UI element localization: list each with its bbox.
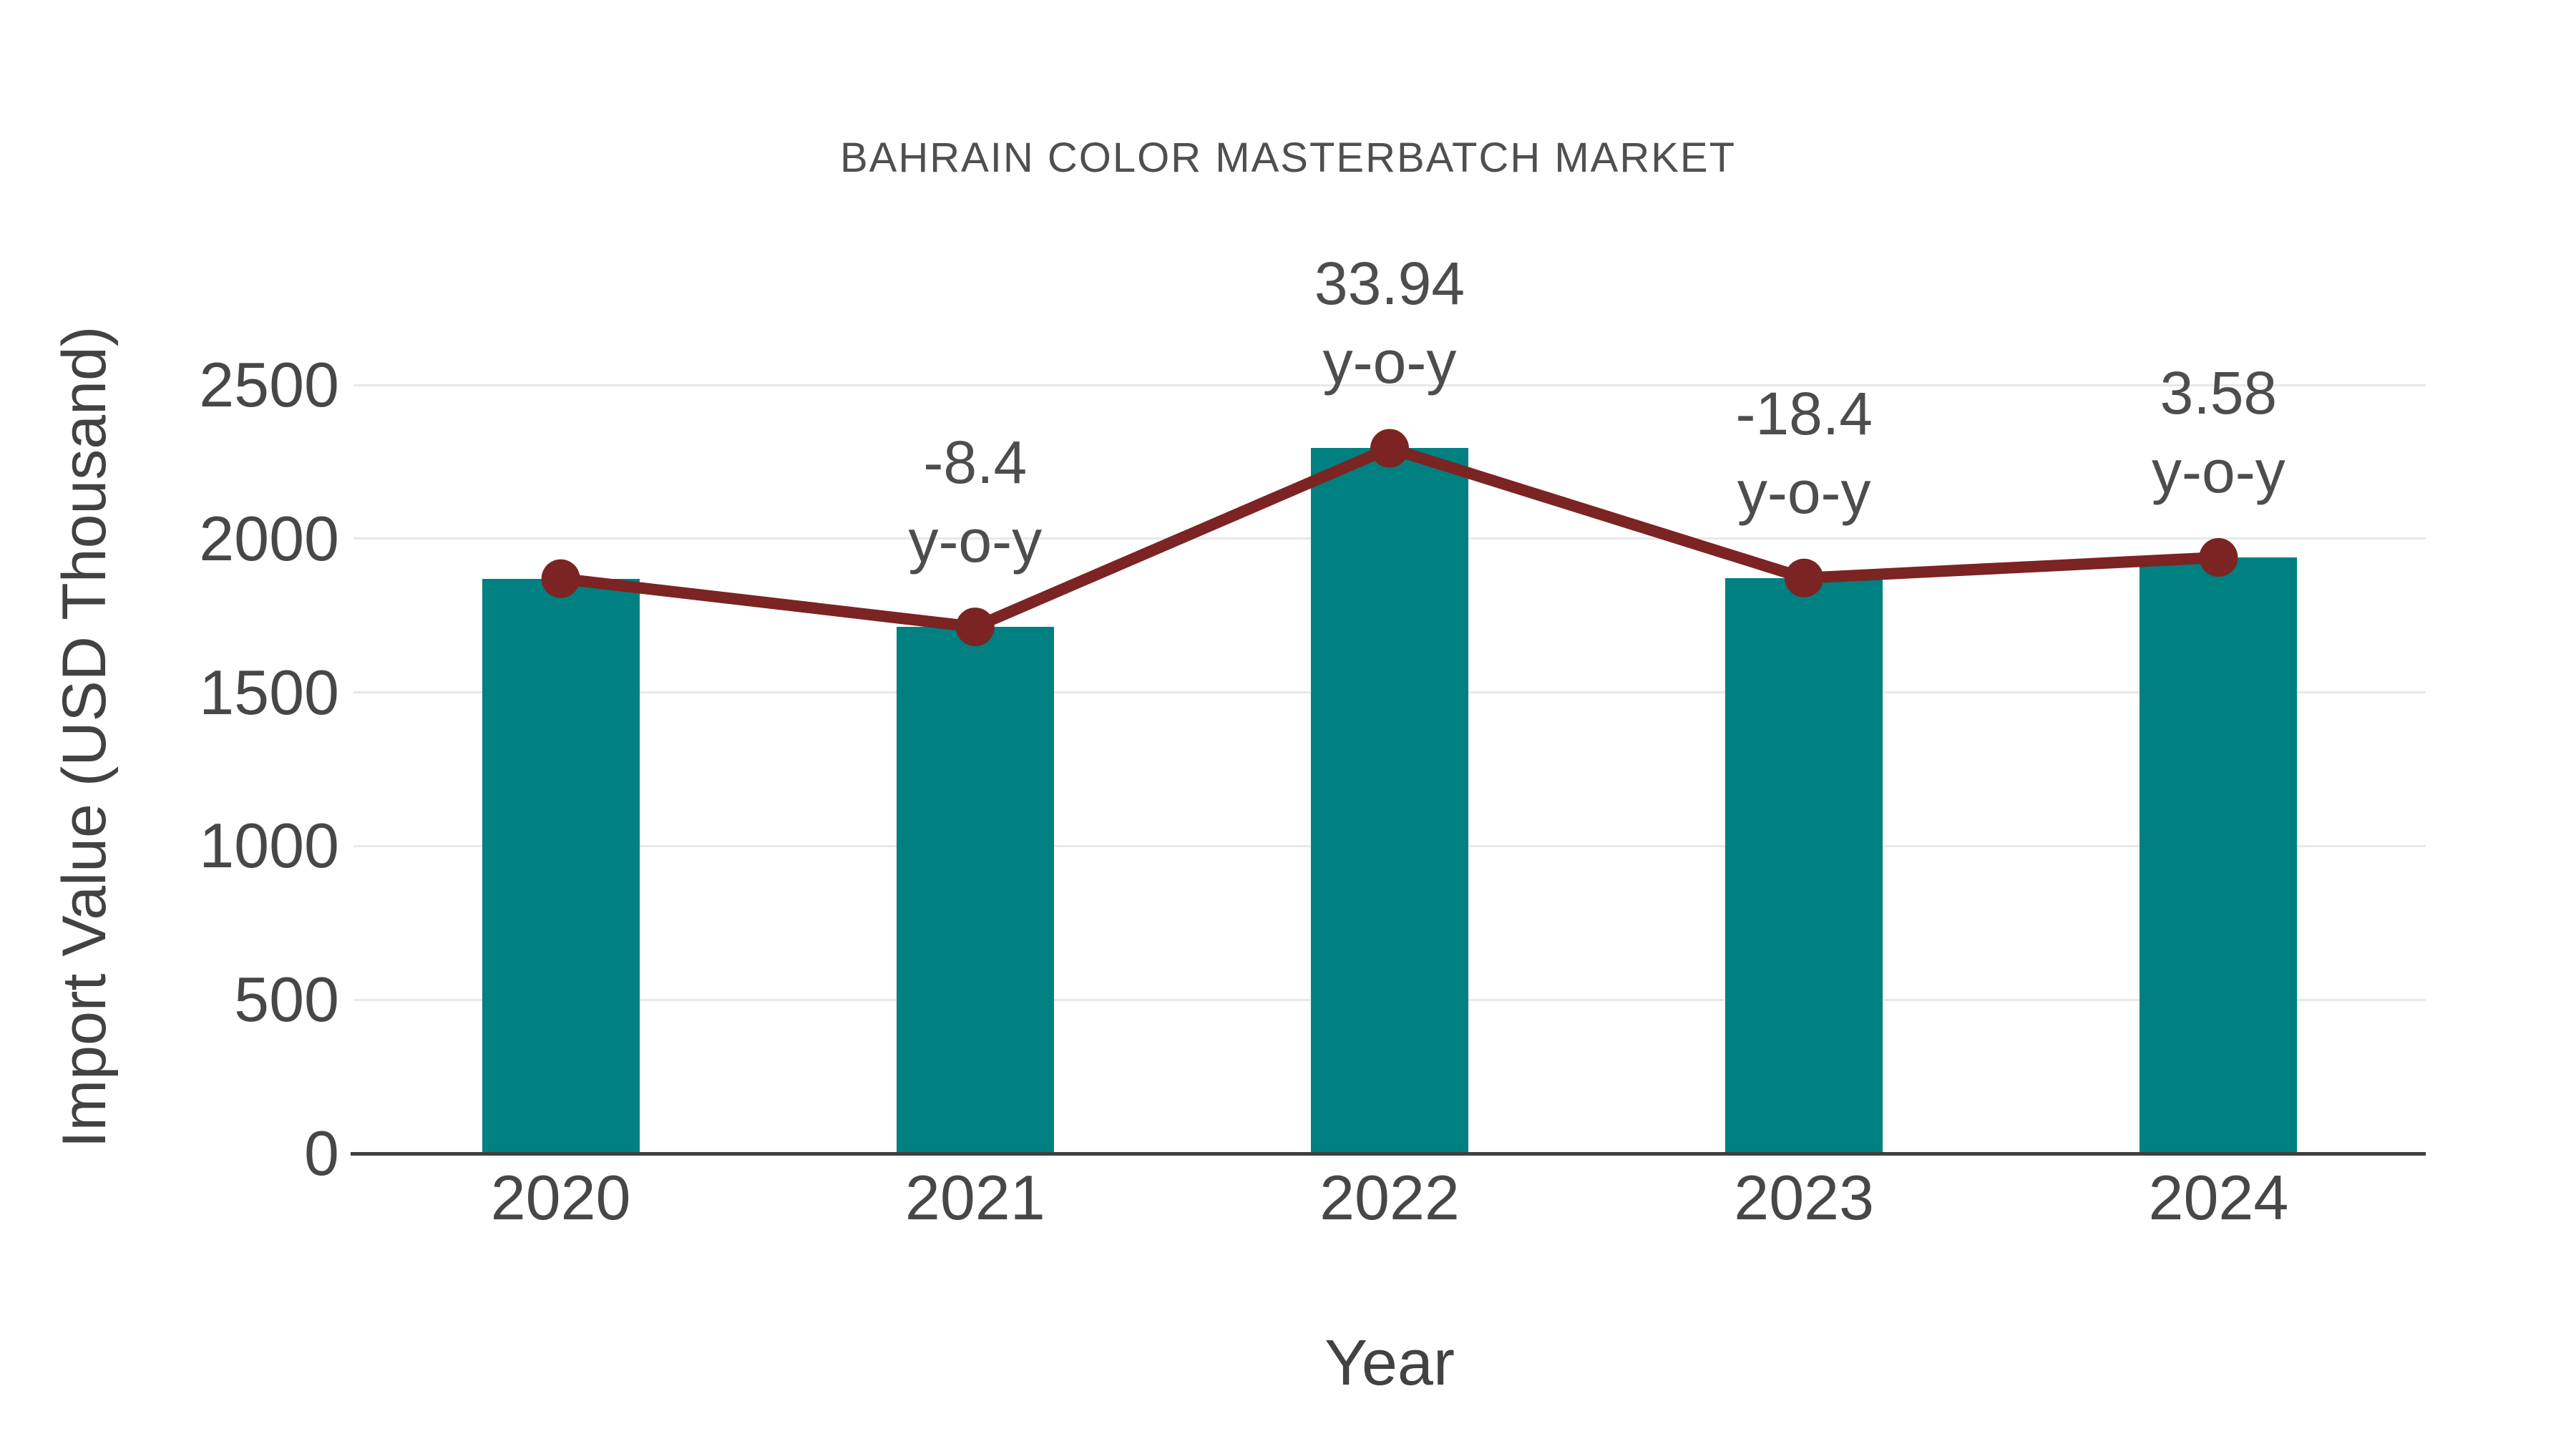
bar-2021: [896, 627, 1054, 1153]
x-tick-label-2021: 2021: [904, 1162, 1045, 1233]
annotation-2022-label: y-o-y: [1322, 328, 1457, 396]
line-marker-2024: [2199, 538, 2238, 577]
y-tick-label-500: 500: [234, 964, 339, 1035]
annotation-2024-value: 3.58: [2160, 359, 2278, 426]
x-tick-label-2024: 2024: [2148, 1162, 2289, 1233]
bar-2023: [1725, 577, 1883, 1153]
line-marker-2023: [1785, 558, 1824, 597]
y-tick-label-1500: 1500: [199, 656, 339, 728]
bar-2020: [482, 578, 640, 1153]
chart-title: BAHRAIN COLOR MASTERBATCH MARKET: [839, 135, 1737, 181]
annotation-2023-label: y-o-y: [1737, 458, 1871, 526]
trend-line: [560, 441, 2219, 633]
annotation-2021-label: y-o-y: [908, 507, 1043, 575]
line-marker-2021: [955, 608, 995, 647]
line-marker-2022: [1370, 429, 1409, 468]
x-axis-title: Year: [1324, 1327, 1455, 1399]
bar-2022: [1311, 448, 1468, 1153]
y-tick-label-1000: 1000: [199, 810, 339, 882]
x-axis-line: [351, 1152, 2426, 1156]
y-tick-label-2000: 2000: [199, 502, 339, 574]
annotation-2024-label: y-o-y: [2152, 438, 2285, 505]
annotation-2021-value: -8.4: [923, 429, 1028, 497]
annotation-2023-value: -18.4: [1735, 379, 1873, 447]
y-tick-label-2500: 2500: [199, 349, 339, 420]
x-tick-label-2022: 2022: [1319, 1162, 1460, 1233]
y-tick-label-0: 0: [304, 1118, 339, 1189]
line-marker-2020: [541, 559, 580, 598]
gridline-2500: [353, 384, 2426, 386]
annotation-2022-value: 33.94: [1314, 250, 1465, 318]
x-tick-label-2020: 2020: [490, 1162, 631, 1233]
bar-2024: [2140, 557, 2298, 1153]
x-tick-label-2023: 2023: [1734, 1162, 1875, 1233]
